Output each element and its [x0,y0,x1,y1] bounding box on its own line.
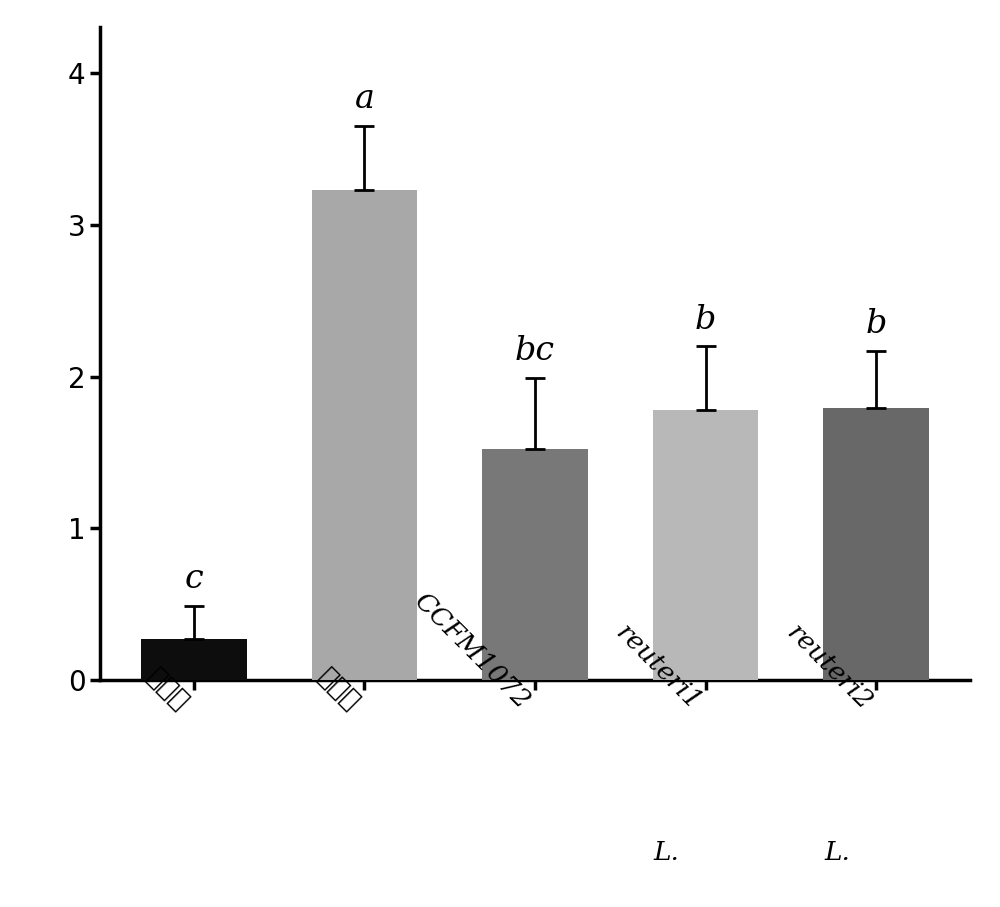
Text: a: a [354,83,374,115]
Text: b: b [865,308,887,340]
Text: L.: L. [824,840,850,865]
Bar [141,639,247,680]
Bar [653,410,758,680]
Text: bc: bc [515,336,555,367]
Text: b: b [695,304,716,336]
Bar [823,408,929,680]
Text: reuteri1: reuteri1 [611,619,706,715]
Text: reuteri2: reuteri2 [781,619,876,715]
Bar [482,449,588,680]
Text: CCFM1072: CCFM1072 [409,589,535,715]
Text: 模型组: 模型组 [312,663,364,716]
Text: c: c [184,563,203,595]
Bar [312,190,417,680]
Text: 空白组: 空白组 [142,663,194,716]
Text: L.: L. [654,840,680,865]
